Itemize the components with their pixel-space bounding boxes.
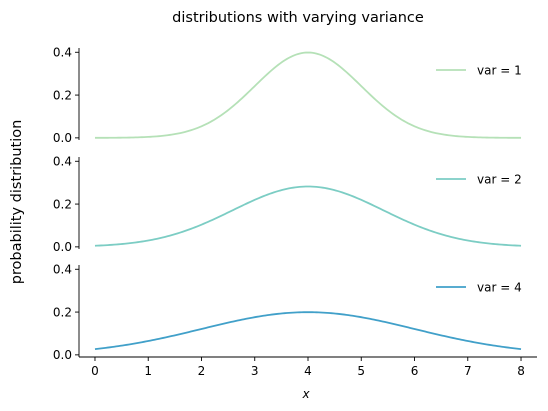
panel-2: 0.0 0.2 0.4 var = 2 (53, 154, 522, 254)
x-tick-label: 6 (411, 364, 419, 378)
y-tick-label: 0.0 (53, 131, 72, 145)
y-tick-label: 0.4 (53, 154, 72, 168)
series-line-1 (94, 51, 522, 139)
y-tick-label: 0.2 (53, 305, 72, 319)
y-tick-label: 0.4 (53, 45, 72, 59)
x-tick-label: 4 (304, 364, 312, 378)
x-tick-label: 1 (144, 364, 152, 378)
series-line-3 (94, 311, 522, 350)
x-tick-label: 8 (517, 364, 525, 378)
y-tick-label: 0.0 (53, 240, 72, 254)
panel-1: 0.0 0.2 0.4 var = 1 (53, 45, 522, 145)
chart-title: distributions with varying variance (172, 10, 424, 26)
y-tick-label: 0.0 (53, 348, 72, 362)
y-tick-label: 0.4 (53, 262, 72, 276)
y-tick-label: 0.2 (53, 197, 72, 211)
panel-3: 0.0 0.2 0.4 var = 4 (53, 262, 522, 362)
x-tick-label: 7 (464, 364, 472, 378)
x-tick-label: 3 (251, 364, 259, 378)
y-tick-label: 0.2 (53, 88, 72, 102)
legend-label: var = 2 (477, 172, 522, 186)
x-tick-label: 2 (198, 364, 206, 378)
x-tick-label: 0 (91, 364, 99, 378)
legend-label: var = 1 (477, 63, 522, 77)
series-line-2 (94, 185, 522, 247)
x-axis-label: x (301, 387, 310, 401)
legend-label: var = 4 (477, 280, 522, 294)
x-tick-label: 5 (357, 364, 365, 378)
y-axis-label: probability distribution (9, 120, 25, 285)
